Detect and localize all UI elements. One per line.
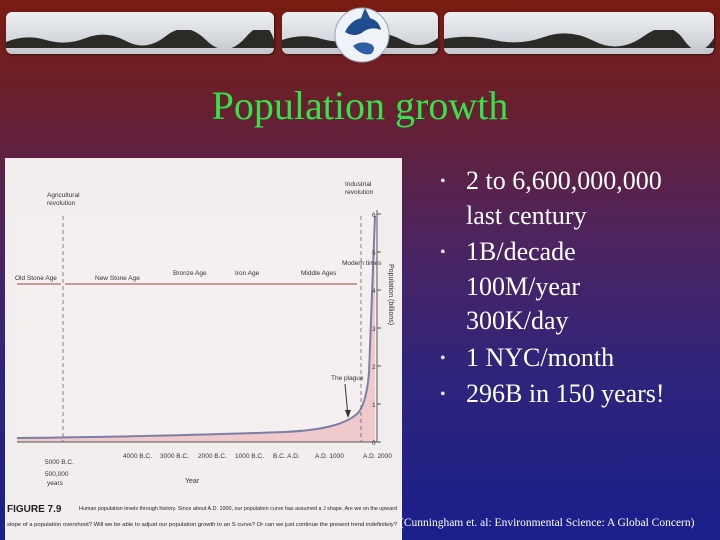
bullet-line: 100M/year (466, 271, 581, 301)
population-curve (16, 215, 376, 439)
x-tick-label: 1000 B.C. (235, 453, 264, 460)
bullet-line: 1 NYC/month (466, 342, 615, 372)
x-tick-label: A.D. 2000 (363, 453, 392, 460)
citation: (Cunningham et. al: Environmental Scienc… (400, 517, 695, 529)
figure-caption-line: slope of a population overshoot? Will we… (7, 522, 397, 528)
x-tick-label: B.C. A.D. (273, 453, 300, 460)
bullet-item: • 1B/decade 100M/year 300K/day (436, 235, 720, 339)
x-tick-label: 3000 B.C. (160, 453, 189, 460)
y-tick-label: 6 (372, 212, 376, 219)
x-tick-label: 500,000 (45, 471, 69, 478)
y-tick-label: 0 (372, 440, 376, 447)
industrial-label: Industrial (345, 181, 372, 188)
bullet-line: last century (466, 200, 587, 230)
bullet-line: 1B/decade (466, 237, 576, 267)
bullet-list: • 2 to 6,600,000,000 last century • 1B/d… (436, 164, 720, 414)
bullet-item: • 1 NYC/month (436, 341, 720, 376)
x-tick-label: 4000 B.C. (123, 453, 152, 460)
bullet-dot-icon: • (440, 349, 446, 367)
slide-title: Population growth (211, 83, 509, 128)
y-tick-label: 2 (372, 364, 376, 371)
figure-caption-line: Human population levels through history.… (79, 506, 397, 512)
x-tick-label: A.D. 1000 (315, 453, 344, 460)
y-tick-label: 3 (372, 326, 376, 333)
x-tick-label: 5000 B.C. (45, 459, 74, 466)
era-label: Modern times (342, 260, 382, 267)
era-label: New Stone Age (95, 275, 140, 282)
bullet-dot-icon: • (440, 244, 446, 262)
era-label: Middle Ages (301, 270, 337, 277)
y-tick-label: 5 (372, 250, 376, 257)
y-tick-label: 4 (372, 288, 376, 295)
figure-caption-label: FIGURE 7.9 (7, 504, 62, 515)
era-label: Iron Age (235, 270, 260, 277)
top-banner-left (6, 12, 274, 54)
bullet-line: 300K/day (466, 306, 569, 336)
bullet-line: 296B in 150 years! (466, 379, 665, 409)
agricultural-label: Agricultural (47, 192, 80, 199)
bullet-dot-icon: • (440, 173, 446, 190)
industrial-label-2: revolution (345, 189, 374, 196)
agricultural-label-2: revolution (47, 200, 76, 207)
population-figure: Agricultural revolution Industrial revol… (5, 158, 402, 540)
population-chart: Agricultural revolution Industrial revol… (7, 181, 397, 528)
globe-icon (334, 7, 390, 63)
top-banner-right (444, 12, 714, 54)
x-tick-label: years (47, 480, 64, 487)
y-tick-label: 1 (372, 402, 376, 409)
era-label: Old Stone Age (15, 275, 57, 282)
x-axis-label: Year (185, 478, 200, 485)
bullet-line: 2 to 6,600,000,000 (466, 166, 662, 195)
x-tick-label: 2000 B.C. (198, 453, 227, 460)
era-dividers (62, 216, 362, 442)
era-label: Bronze Age (173, 270, 207, 277)
landscape-icon (444, 30, 714, 48)
landscape-icon (6, 30, 274, 48)
bullet-item: • 296B in 150 years! (436, 377, 720, 412)
bullet-dot-icon: • (440, 386, 446, 404)
y-axis-label: Population (billions) (387, 264, 394, 325)
bullet-item: • 2 to 6,600,000,000 last century (436, 164, 720, 233)
plague-label: The plague (331, 375, 364, 382)
